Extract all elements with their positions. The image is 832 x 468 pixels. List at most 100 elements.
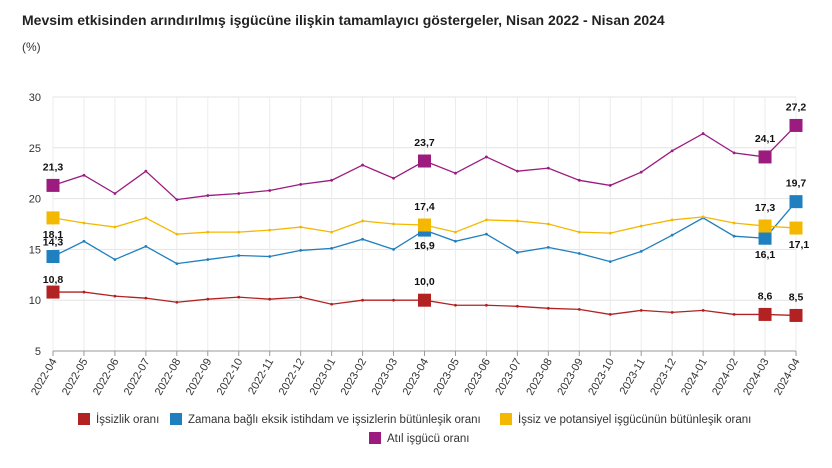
y-tick-label: 25 (29, 143, 41, 155)
x-tick-label: 2023-06 (462, 356, 493, 397)
data-point (639, 224, 643, 228)
data-point (237, 254, 241, 257)
data-label: 8,6 (758, 290, 773, 302)
data-label: 27,2 (786, 101, 807, 113)
data-label: 10,0 (414, 276, 435, 288)
data-point (732, 234, 736, 238)
data-point (577, 252, 581, 255)
data-point (546, 245, 550, 249)
data-point (237, 192, 241, 195)
data-point (608, 313, 612, 316)
highlighted-point-marker (789, 221, 803, 235)
data-point (361, 219, 364, 223)
data-point (330, 302, 334, 306)
highlighted-point-marker (789, 195, 803, 209)
highlighted-point-marker (789, 118, 803, 132)
data-point (82, 239, 86, 243)
data-point (546, 306, 550, 310)
data-point (268, 255, 272, 258)
data-point (144, 296, 148, 300)
x-tick-label: 2024-03 (741, 357, 772, 398)
y-tick-label: 30 (29, 92, 41, 104)
highlighted-point-marker (418, 293, 431, 307)
data-point (392, 298, 395, 302)
data-point (454, 239, 457, 243)
legend-swatch (78, 413, 90, 425)
data-point (268, 189, 272, 192)
data-point (732, 151, 736, 155)
series-layer (46, 118, 803, 322)
data-point (299, 295, 303, 299)
data-point (206, 194, 210, 197)
data-label: 19,7 (786, 178, 807, 190)
data-point (670, 233, 674, 237)
data-point (732, 313, 736, 316)
data-label: 17,4 (414, 201, 435, 213)
x-tick-label: 2023-02 (339, 357, 370, 398)
data-point (515, 169, 519, 173)
highlighted-point-marker (46, 285, 60, 299)
data-label-layer: 10,8 10,0 8,6 8,5 14,3 16,9 16,1 19,7 18,1 17,4 17… (43, 101, 810, 303)
data-point (577, 178, 581, 182)
data-point (670, 149, 674, 153)
x-tick-label: 2023-09 (555, 357, 586, 398)
data-point (237, 230, 241, 234)
x-tick-label: 2024-01 (679, 357, 710, 398)
legend-swatch (500, 413, 512, 425)
data-point (330, 178, 334, 182)
data-point (670, 310, 674, 314)
highlighted-point-marker (46, 178, 60, 192)
highlighted-point-marker (758, 307, 772, 321)
data-point (82, 173, 86, 177)
data-point (299, 225, 303, 229)
data-point (330, 230, 334, 234)
data-point (299, 182, 303, 186)
legend-label: Atıl işgücü oranı (387, 433, 469, 445)
data-point (392, 248, 395, 251)
data-point (175, 198, 179, 202)
data-point (608, 183, 612, 187)
x-tick-label: 2023-10 (586, 357, 617, 398)
data-point (515, 304, 519, 308)
data-label: 16,9 (414, 240, 435, 252)
data-label: 18,1 (43, 229, 64, 241)
grid-layer (52, 96, 797, 352)
data-point (361, 298, 364, 302)
x-tick-label: 2023-05 (431, 357, 462, 398)
x-tick-label: 2024-04 (772, 357, 803, 398)
data-label: 16,1 (755, 249, 776, 261)
highlighted-point-marker (46, 211, 60, 225)
data-point (361, 237, 364, 241)
legend-swatch (170, 413, 182, 425)
data-label: 10,8 (43, 274, 64, 286)
unit-label: (%) (22, 40, 41, 54)
x-tick-label: 2022-09 (184, 357, 215, 398)
data-point (361, 163, 364, 167)
data-point (330, 246, 334, 250)
x-tick-label: 2022-08 (153, 357, 184, 398)
x-tick-label: 2023-03 (370, 357, 401, 398)
data-label: 24,1 (755, 133, 776, 145)
data-point (299, 249, 303, 252)
highlighted-point-marker (418, 218, 431, 232)
data-point (392, 222, 395, 226)
y-tick-label: 10 (29, 295, 41, 307)
x-tick-label: 2023-11 (618, 357, 648, 397)
x-tick-label: 2023-04 (401, 357, 432, 398)
data-point (608, 260, 612, 263)
x-tick-label: 2023-07 (493, 357, 524, 398)
data-point (392, 176, 395, 180)
data-point (144, 216, 148, 220)
data-point (577, 230, 581, 234)
x-tick-label: 2024-02 (710, 357, 741, 398)
highlighted-point-marker (46, 250, 60, 264)
data-point (701, 308, 705, 312)
data-point (268, 228, 272, 232)
data-label: 17,1 (789, 239, 810, 251)
data-label: 21,3 (43, 161, 64, 173)
data-point (608, 231, 612, 235)
highlighted-point-marker (758, 231, 772, 245)
x-tick-label: 2023-12 (648, 357, 679, 398)
data-point (454, 303, 457, 307)
data-point (113, 192, 117, 195)
